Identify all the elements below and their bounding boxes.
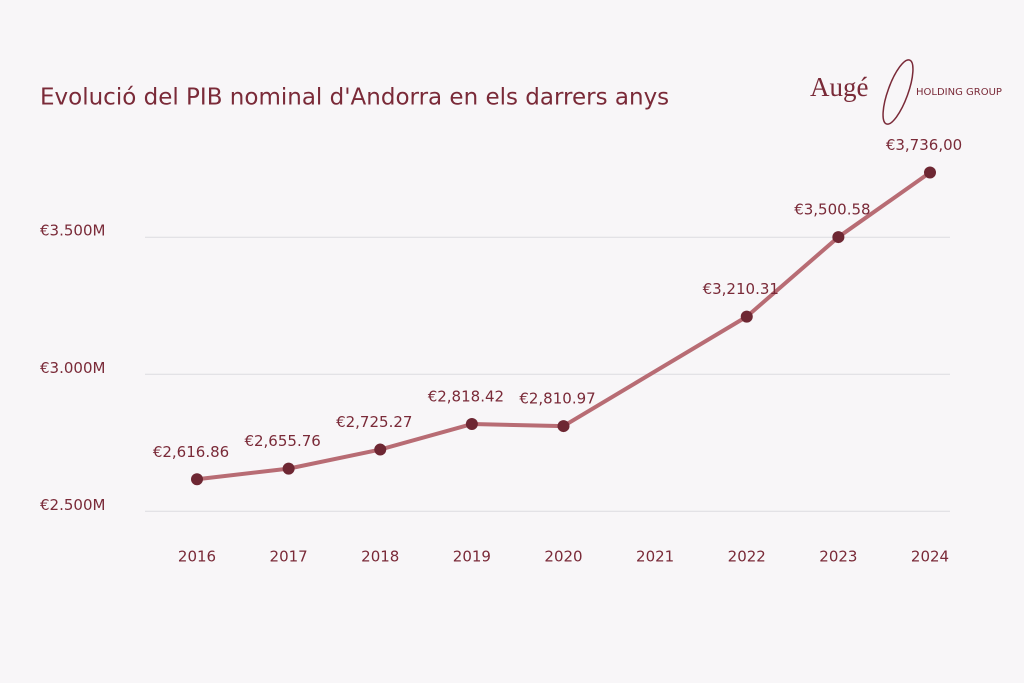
x-tick-label: 2018 [361, 548, 399, 566]
data-label: €3,210.31 [703, 280, 779, 298]
x-tick-label: 2022 [728, 548, 766, 566]
x-tick-label: 2020 [544, 548, 582, 566]
data-point [740, 310, 753, 323]
data-label: €2,655.76 [244, 432, 320, 450]
x-tick-label: 2019 [453, 548, 491, 566]
data-point [924, 166, 936, 179]
data-point [465, 418, 478, 431]
y-tick-label: €3.000M [40, 359, 105, 377]
data-label: €2,810.97 [519, 390, 595, 408]
data-label: €3,736,00 [886, 136, 962, 154]
logo: Augé [810, 72, 868, 102]
data-label: €2,616.86 [153, 443, 229, 461]
data-point [374, 443, 387, 456]
data-point [191, 473, 203, 486]
y-tick-label: €2.500M [40, 496, 105, 514]
logo-swoosh [882, 59, 914, 125]
data-point [282, 462, 295, 475]
data-label: €3,500.58 [794, 201, 870, 219]
data-label: €2,725.27 [336, 413, 412, 431]
x-tick-label: 2023 [819, 548, 857, 566]
data-line [196, 170, 932, 482]
data-point [557, 420, 570, 433]
y-tick-label: €3.500M [40, 222, 105, 240]
data-label: €2,818.42 [428, 388, 504, 406]
x-tick-label: 2017 [270, 548, 308, 566]
x-tick-label: 2024 [911, 548, 949, 566]
logo-subtitle: HOLDING GROUP [916, 87, 1002, 98]
x-tick-label: 2016 [178, 548, 216, 566]
chart-title: Evolució del PIB nominal d'Andorra en el… [40, 85, 669, 111]
x-tick-label: 2021 [636, 548, 674, 566]
data-point [832, 231, 845, 244]
